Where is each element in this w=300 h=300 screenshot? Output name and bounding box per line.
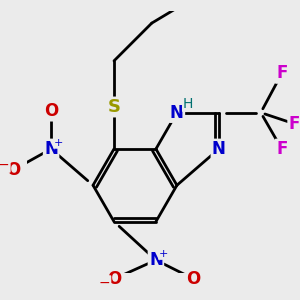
Text: F: F xyxy=(276,140,287,158)
Text: −: − xyxy=(0,158,10,172)
Text: H: H xyxy=(183,97,194,111)
Text: F: F xyxy=(289,115,300,133)
Text: N: N xyxy=(44,140,58,158)
Text: −: − xyxy=(99,276,110,290)
Text: N: N xyxy=(170,103,184,122)
Text: N: N xyxy=(149,251,163,269)
Text: O: O xyxy=(6,161,20,179)
Text: +: + xyxy=(159,249,169,259)
Text: O: O xyxy=(44,102,58,120)
Text: F: F xyxy=(276,64,287,82)
Text: O: O xyxy=(107,270,121,288)
Text: N: N xyxy=(212,140,226,158)
Text: O: O xyxy=(187,270,201,288)
Text: S: S xyxy=(107,98,121,116)
Text: +: + xyxy=(54,138,64,148)
